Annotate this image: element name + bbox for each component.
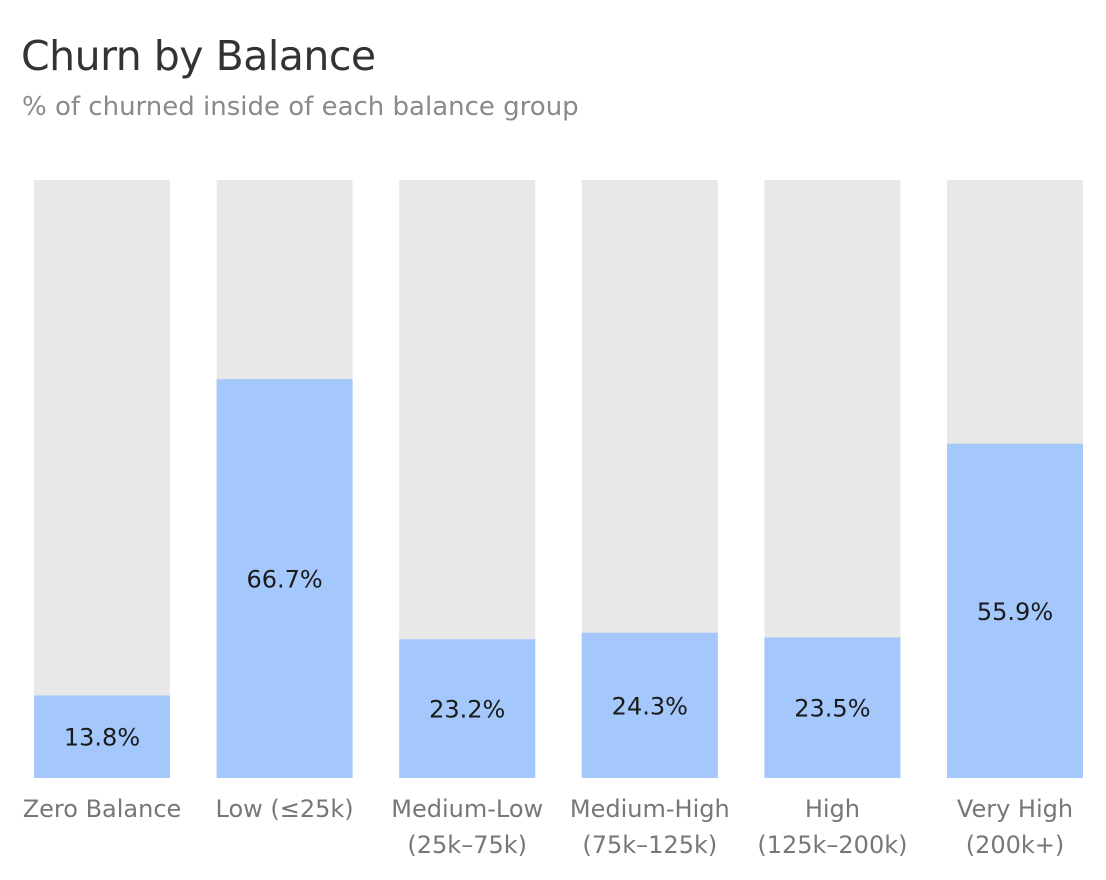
- category-label: Medium-Low: [391, 795, 543, 823]
- category-label: Low (≤25k): [216, 795, 354, 823]
- value-label: 55.9%: [977, 598, 1053, 626]
- value-label: 23.5%: [794, 695, 870, 723]
- bar: [764, 637, 901, 778]
- bar-track: [34, 180, 170, 778]
- value-label: 24.3%: [612, 692, 688, 720]
- bar: [581, 632, 718, 778]
- category-label: Very High: [957, 795, 1073, 823]
- bar: [216, 379, 353, 778]
- chart-title: Churn by Balance: [21, 32, 376, 80]
- category-label: (25k–75k): [407, 831, 527, 859]
- value-label: 66.7%: [246, 566, 322, 594]
- chart-subtitle: % of churned inside of each balance grou…: [22, 92, 579, 122]
- category-label: High: [805, 795, 860, 823]
- category-label: (75k–125k): [582, 831, 717, 859]
- bar: [34, 695, 170, 778]
- value-label: 23.2%: [429, 696, 505, 724]
- value-label: 13.8%: [64, 724, 140, 752]
- category-label: (200k+): [966, 831, 1065, 859]
- bar: [399, 639, 536, 778]
- category-label: (125k–200k): [757, 831, 907, 859]
- bar: [947, 443, 1083, 778]
- category-label: Zero Balance: [23, 795, 182, 823]
- category-label: Medium-High: [570, 795, 730, 823]
